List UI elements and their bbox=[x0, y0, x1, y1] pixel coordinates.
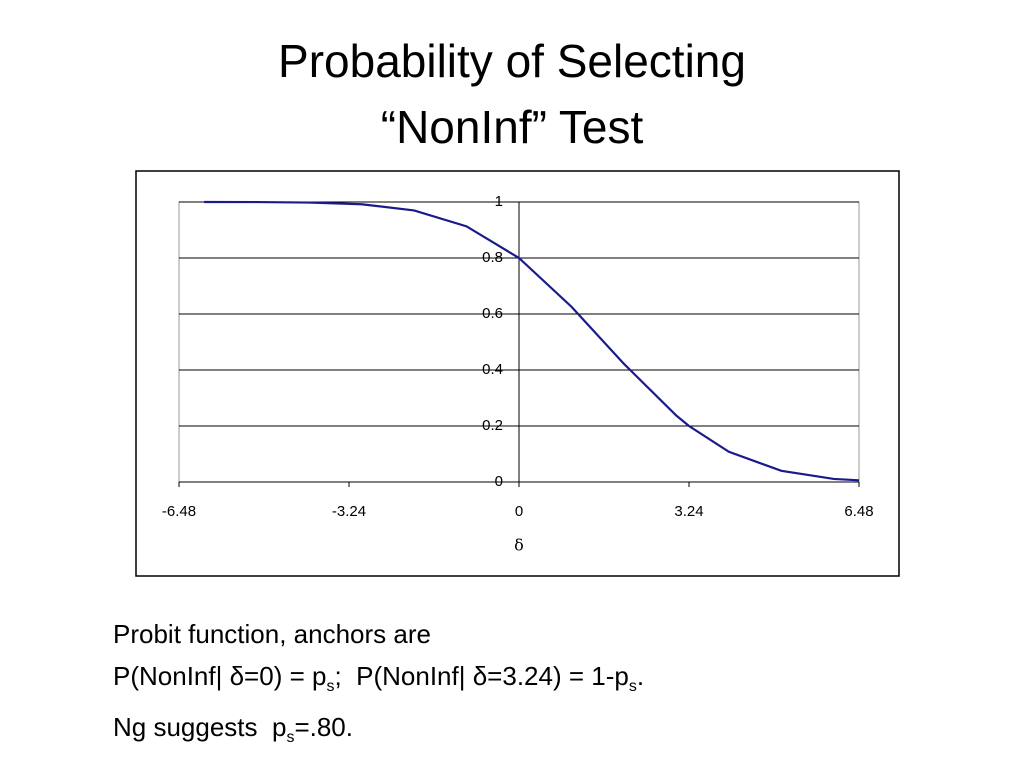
notes: Probit function, anchors are P(NonInf| δ=… bbox=[113, 614, 644, 759]
note-line: Ng suggests ps=.80. bbox=[113, 707, 644, 759]
x-axis-label: δ bbox=[514, 536, 524, 555]
note-line: Probit function, anchors are bbox=[113, 614, 644, 656]
note-text: P(NonInf| δ=0) = p bbox=[113, 660, 327, 691]
x-tick-label: -6.48 bbox=[162, 503, 196, 520]
y-tick-label: 1 bbox=[495, 193, 503, 210]
note-text: ; P(NonInf| δ=3.24) = 1-p bbox=[334, 660, 629, 691]
chart-frame bbox=[135, 170, 900, 577]
data-line bbox=[204, 200, 860, 482]
y-tick-label: 0 bbox=[495, 473, 503, 490]
subscript: s bbox=[628, 677, 637, 695]
note-text: Ng suggests p bbox=[113, 712, 287, 743]
y-tick-label: 0.2 bbox=[482, 417, 503, 434]
y-tick-label: 0.4 bbox=[482, 361, 503, 378]
note-line: P(NonInf| δ=0) = ps; P(NonInf| δ=3.24) =… bbox=[113, 656, 644, 708]
note-text: . bbox=[636, 660, 645, 691]
x-tick-label: 3.24 bbox=[674, 503, 703, 520]
subscript: s bbox=[286, 729, 295, 747]
y-tick-label: 0.8 bbox=[482, 249, 503, 266]
title-line: “NonInf” Test bbox=[381, 101, 644, 153]
title-line: Probability of Selecting bbox=[278, 35, 746, 87]
x-tick-label: 0 bbox=[515, 503, 523, 520]
note-text: =.80. bbox=[294, 712, 353, 743]
note-text: Probit function, anchors are bbox=[113, 619, 431, 649]
x-tick-label: 6.48 bbox=[844, 503, 873, 520]
y-tick-label: 0.6 bbox=[482, 305, 503, 322]
chart: Probability of Selecting “NonInf” Test 0… bbox=[135, 35, 900, 577]
subscript: s bbox=[326, 677, 335, 695]
x-tick-label: -3.24 bbox=[332, 503, 366, 520]
